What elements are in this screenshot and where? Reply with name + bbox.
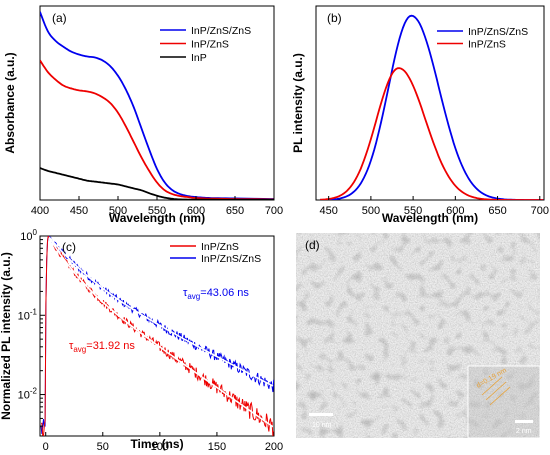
tau-subscript: avg <box>73 345 86 354</box>
panel-label-a: (a) <box>52 11 67 25</box>
legend-label: InP/ZnS <box>468 39 506 51</box>
inset-hrtem: d=0.19 nm 2 nm <box>467 365 541 439</box>
scale-bar-main-label: 10 nm <box>312 422 332 429</box>
legend-label: InP/ZnS/ZnS <box>191 25 251 37</box>
x-tick-label: 650 <box>488 205 506 217</box>
tau-symbol: τ <box>183 287 188 299</box>
tau-subscript: avg <box>187 292 200 301</box>
x-axis-label: Time (ns) <box>130 437 183 451</box>
tau-annotation: τavg=43.06 ns <box>183 287 249 301</box>
decay-data <box>41 236 274 436</box>
panel-d-tem-image: (d) 10 nm d=0.19 nm 2 nm <box>296 233 541 439</box>
x-axis-label: Wavelength (nm) <box>382 211 478 225</box>
series-line <box>40 59 274 200</box>
y-tick-base: 10 <box>18 390 30 402</box>
legend-label: InP/ZnS/ZnS <box>201 253 261 265</box>
x-tick-label: 700 <box>265 205 283 217</box>
panel-a: 400 450 500 550 600 650 700 (a) Wavelength (nm… <box>3 5 283 225</box>
panel-label-b: (b) <box>327 11 342 25</box>
scale-bar-main <box>309 413 333 416</box>
series-line <box>320 67 544 200</box>
panel-label-c: (c) <box>62 240 76 254</box>
y-tick-exponent: 0 <box>33 228 38 237</box>
y-tick-base: 10 <box>18 310 30 322</box>
x-tick-label: 400 <box>31 205 49 217</box>
fit-curve <box>48 236 274 387</box>
panel-b: 450 500 550 600 650 700 (b) Wavelength (nm) P… <box>291 5 549 225</box>
y-tick-label: 10-1 <box>18 307 38 322</box>
x-tick-label: 450 <box>70 205 88 217</box>
legend-label: InP/ZnS/ZnS <box>468 26 528 38</box>
x-tick-label: 0 <box>43 441 49 453</box>
x-tick-label: 450 <box>319 205 337 217</box>
fit-curve <box>48 237 274 428</box>
y-tick-base: 10 <box>20 231 32 243</box>
y-tick-label: 10-2 <box>18 387 38 402</box>
y-tick-label: 100 <box>20 228 37 243</box>
x-tick-label: 550 <box>404 205 422 217</box>
tau-value: =31.92 ns <box>86 340 135 352</box>
x-tick-label: 200 <box>265 441 283 453</box>
x-tick-label: 150 <box>208 441 226 453</box>
x-tick-label: 550 <box>148 205 166 217</box>
scale-bar-inset-label: 2 nm <box>516 428 532 435</box>
tau-annotation: τavg=31.92 ns <box>69 340 135 354</box>
y-axis-label: Absorbance (a.u.) <box>3 52 17 153</box>
x-tick-label: 500 <box>362 205 380 217</box>
series-line <box>40 167 274 200</box>
scale-bar-inset <box>515 420 533 423</box>
legend-label: InP/ZnS <box>201 241 239 253</box>
x-axis-label: Wavelength (nm) <box>109 211 205 225</box>
series-line <box>320 14 544 200</box>
panel-label-d: (d) <box>305 238 320 252</box>
legend-label: InP/ZnS <box>191 39 229 51</box>
legend-label: InP <box>191 52 207 64</box>
x-tick-label: 600 <box>446 205 464 217</box>
y-axis-label: Normalized PL intensity (a.u.) <box>0 252 13 420</box>
series-line <box>40 11 274 200</box>
x-tick-label: 700 <box>531 205 549 217</box>
x-tick-label: 650 <box>226 205 244 217</box>
y-tick-exponent: -2 <box>30 387 38 396</box>
tau-symbol: τ <box>69 340 74 352</box>
y-tick-exponent: -1 <box>30 307 38 316</box>
tau-value: =43.06 ns <box>200 287 249 299</box>
plot-frame <box>315 5 545 201</box>
y-axis-label: PL intensity (a.u.) <box>291 53 305 153</box>
plot-frame <box>39 235 275 437</box>
x-tick-label: 600 <box>187 205 205 217</box>
x-tick-label: 100 <box>151 441 169 453</box>
x-tick-label: 50 <box>97 441 109 453</box>
x-tick-label: 500 <box>109 205 127 217</box>
